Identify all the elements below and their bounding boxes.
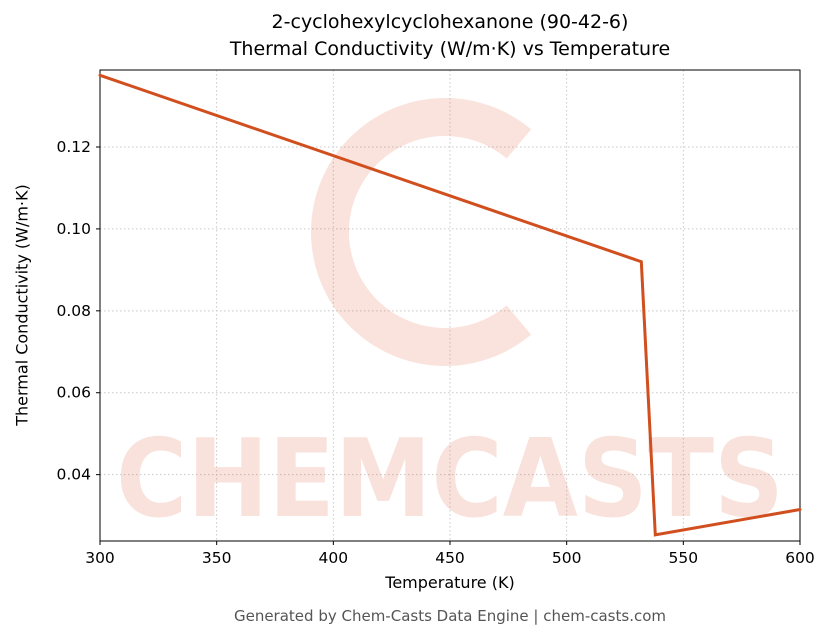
watermark: CHEMCASTS	[116, 98, 784, 542]
series-line-thermal-conductivity	[98, 73, 802, 537]
x-tick-label: 550	[669, 549, 699, 567]
x-tick-label: 300	[85, 549, 115, 567]
x-tick-label: 500	[552, 549, 582, 567]
x-axis-label: Temperature (K)	[385, 573, 515, 592]
chart-title-line1: 2-cyclohexylcyclohexanone (90-42-6)	[271, 11, 629, 33]
watermark-text: CHEMCASTS	[116, 417, 784, 542]
y-tick-label: 0.06	[56, 384, 91, 402]
y-tick-label: 0.08	[56, 302, 91, 320]
footer-credit: Generated by Chem-Casts Data Engine | ch…	[233, 607, 667, 625]
plot-border	[99, 69, 801, 542]
watermark-logo-c-icon	[311, 98, 532, 366]
chart-title-line2: Thermal Conductivity (W/m·K) vs Temperat…	[229, 38, 671, 60]
chart-title: 2-cyclohexylcyclohexanone (90-42-6) Ther…	[100, 9, 800, 63]
y-axis-label: Thermal Conductivity (W/m·K)	[12, 184, 32, 426]
x-tick-label: 600	[785, 549, 815, 567]
y-tick-label: 0.12	[56, 138, 91, 156]
x-tick-label: 400	[319, 549, 349, 567]
x-tick-label: 350	[202, 549, 232, 567]
x-tick-label: 450	[435, 549, 465, 567]
y-tick-label: 0.04	[56, 466, 91, 484]
y-tick-label: 0.10	[56, 220, 91, 238]
